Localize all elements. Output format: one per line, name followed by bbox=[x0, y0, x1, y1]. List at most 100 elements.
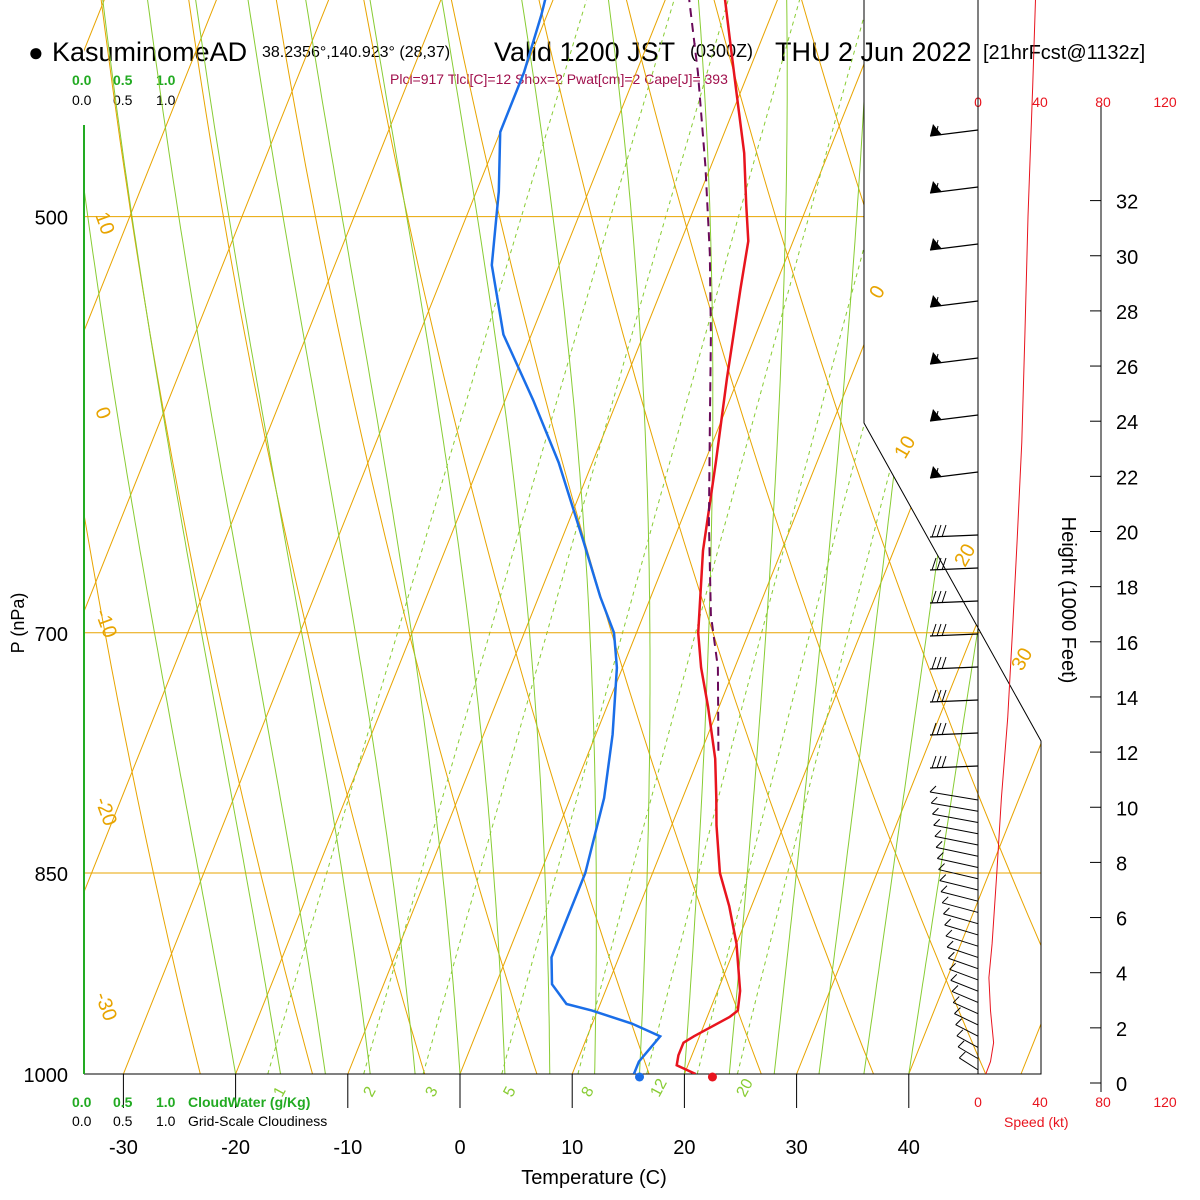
barb-tick bbox=[941, 623, 947, 637]
barb-tick bbox=[931, 557, 937, 571]
barb-tick bbox=[952, 996, 960, 1003]
surface-points bbox=[635, 1072, 717, 1082]
mixing-ratio-label: 2 bbox=[361, 1084, 380, 1100]
x-tick-label: -30 bbox=[109, 1137, 138, 1159]
barb-tick bbox=[936, 656, 942, 670]
height-tick-label: 14 bbox=[1116, 688, 1138, 710]
isotherm-label: 10 bbox=[890, 432, 920, 462]
moist-adiabat bbox=[422, 0, 597, 1075]
barb-staff bbox=[936, 846, 979, 857]
mixing-ratio-label: 12 bbox=[648, 1076, 671, 1100]
isotherm-line bbox=[84, 0, 474, 1075]
top-cloudwater-scale: 0.0 0.5 1.0 bbox=[72, 72, 176, 88]
height-tick-label: 18 bbox=[1116, 578, 1138, 600]
wind-barb bbox=[945, 929, 979, 947]
isotherm-label: 20 bbox=[950, 540, 980, 570]
cloudiness-label: Grid-Scale Cloudiness bbox=[188, 1113, 327, 1129]
mixing-ratio-line bbox=[267, 0, 605, 1075]
wind-barb bbox=[933, 818, 979, 835]
barb-staff bbox=[948, 957, 979, 970]
scale-tick: 0.5 bbox=[113, 92, 133, 108]
barb-staff bbox=[929, 791, 979, 801]
barb-staff bbox=[929, 633, 979, 637]
forecast-info: [21hrFcst@1132z] bbox=[983, 42, 1145, 64]
wind-barb bbox=[929, 238, 979, 251]
barb-staff bbox=[934, 835, 979, 846]
scale-tick: 0.5 bbox=[113, 1094, 133, 1110]
wind-barb bbox=[938, 863, 979, 880]
barb-tick bbox=[945, 929, 953, 937]
barb-tick bbox=[933, 818, 941, 826]
height-tick-label: 22 bbox=[1116, 467, 1138, 489]
barb-tick bbox=[955, 1018, 963, 1026]
speed-tick-top: 40 bbox=[1032, 94, 1048, 110]
barb-tick bbox=[941, 656, 947, 670]
barb-staff bbox=[946, 946, 979, 958]
speed-tick-bottom: 40 bbox=[1032, 1094, 1048, 1110]
dry-adiabat bbox=[84, 0, 313, 1075]
barb-staff bbox=[949, 968, 979, 981]
wind-barb bbox=[944, 918, 979, 936]
dry-adiabat bbox=[798, 0, 1041, 1075]
barb-staff bbox=[943, 913, 979, 925]
plot-boundary bbox=[84, 0, 1042, 1075]
moist-adiabat bbox=[84, 0, 237, 1075]
barb-flag bbox=[930, 352, 942, 364]
barb-staff bbox=[929, 567, 979, 571]
wind-barb bbox=[929, 181, 979, 194]
wind-barb bbox=[935, 841, 979, 857]
height-tick-label: 26 bbox=[1116, 357, 1138, 379]
barb-staff bbox=[929, 699, 979, 703]
cloudwater-label: CloudWater (g/Kg) bbox=[188, 1094, 310, 1110]
background-lines bbox=[84, 0, 1041, 1075]
wind-barb bbox=[950, 974, 979, 992]
moist-adiabat bbox=[511, 0, 651, 1075]
dewpoint-curve bbox=[490, 0, 663, 1075]
isotherm-label: 10 bbox=[90, 209, 118, 237]
pressure-axis: 2503004005007008501000 bbox=[24, 208, 69, 1087]
barb-tick bbox=[931, 656, 937, 670]
barb-staff bbox=[944, 924, 979, 936]
barb-tick bbox=[941, 557, 947, 571]
height-tick-label: 24 bbox=[1116, 412, 1138, 434]
wind-barb bbox=[929, 689, 979, 703]
barb-flag bbox=[930, 295, 942, 307]
x-tick-label: 20 bbox=[673, 1137, 695, 1159]
bottom-cloudiness-scale: 0.0 0.5 1.0 Grid-Scale Cloudiness bbox=[72, 1113, 327, 1129]
height-tick-label: 4 bbox=[1116, 964, 1127, 986]
barb-flag bbox=[930, 466, 942, 478]
temperature-axis: -30 -20 -10 0 10 20 30 40 bbox=[109, 1074, 920, 1159]
height-tick-label: 16 bbox=[1116, 633, 1138, 655]
scale-tick: 1.0 bbox=[156, 1094, 176, 1110]
scale-tick: 1.0 bbox=[156, 1113, 176, 1129]
barb-flag bbox=[930, 181, 942, 193]
x-tick-label: 40 bbox=[898, 1137, 920, 1159]
wind-speed-line bbox=[985, 0, 1036, 1075]
barb-tick bbox=[941, 722, 947, 736]
wind-barb bbox=[929, 295, 979, 308]
wind-barb bbox=[929, 409, 979, 422]
wind-barb bbox=[929, 656, 979, 670]
barb-tick bbox=[935, 410, 939, 421]
scale-tick: 1.0 bbox=[156, 72, 176, 88]
barb-flag bbox=[930, 238, 942, 250]
dry-adiabat bbox=[1025, 0, 1041, 1075]
x-tick-label: 10 bbox=[561, 1137, 583, 1159]
barb-tick bbox=[951, 985, 959, 992]
mixing-ratio-line bbox=[736, 0, 1029, 1075]
barb-tick bbox=[941, 524, 947, 538]
isotherm-label: 0 bbox=[90, 404, 114, 422]
barb-staff bbox=[929, 534, 979, 538]
valid-time: Valid 1200 JST bbox=[494, 37, 675, 67]
barb-tick bbox=[935, 467, 939, 478]
isotherm-line bbox=[908, 0, 1041, 1075]
barb-tick bbox=[940, 885, 948, 893]
barb-tick bbox=[946, 940, 954, 948]
barb-tick bbox=[932, 807, 939, 815]
wind-barb bbox=[930, 796, 979, 812]
moist-adiabat bbox=[728, 0, 788, 1075]
x-tick-label: 0 bbox=[454, 1137, 465, 1159]
barb-staff bbox=[951, 991, 979, 1003]
valid-utc: (0300Z) bbox=[690, 41, 753, 61]
barb-tick bbox=[931, 524, 937, 538]
